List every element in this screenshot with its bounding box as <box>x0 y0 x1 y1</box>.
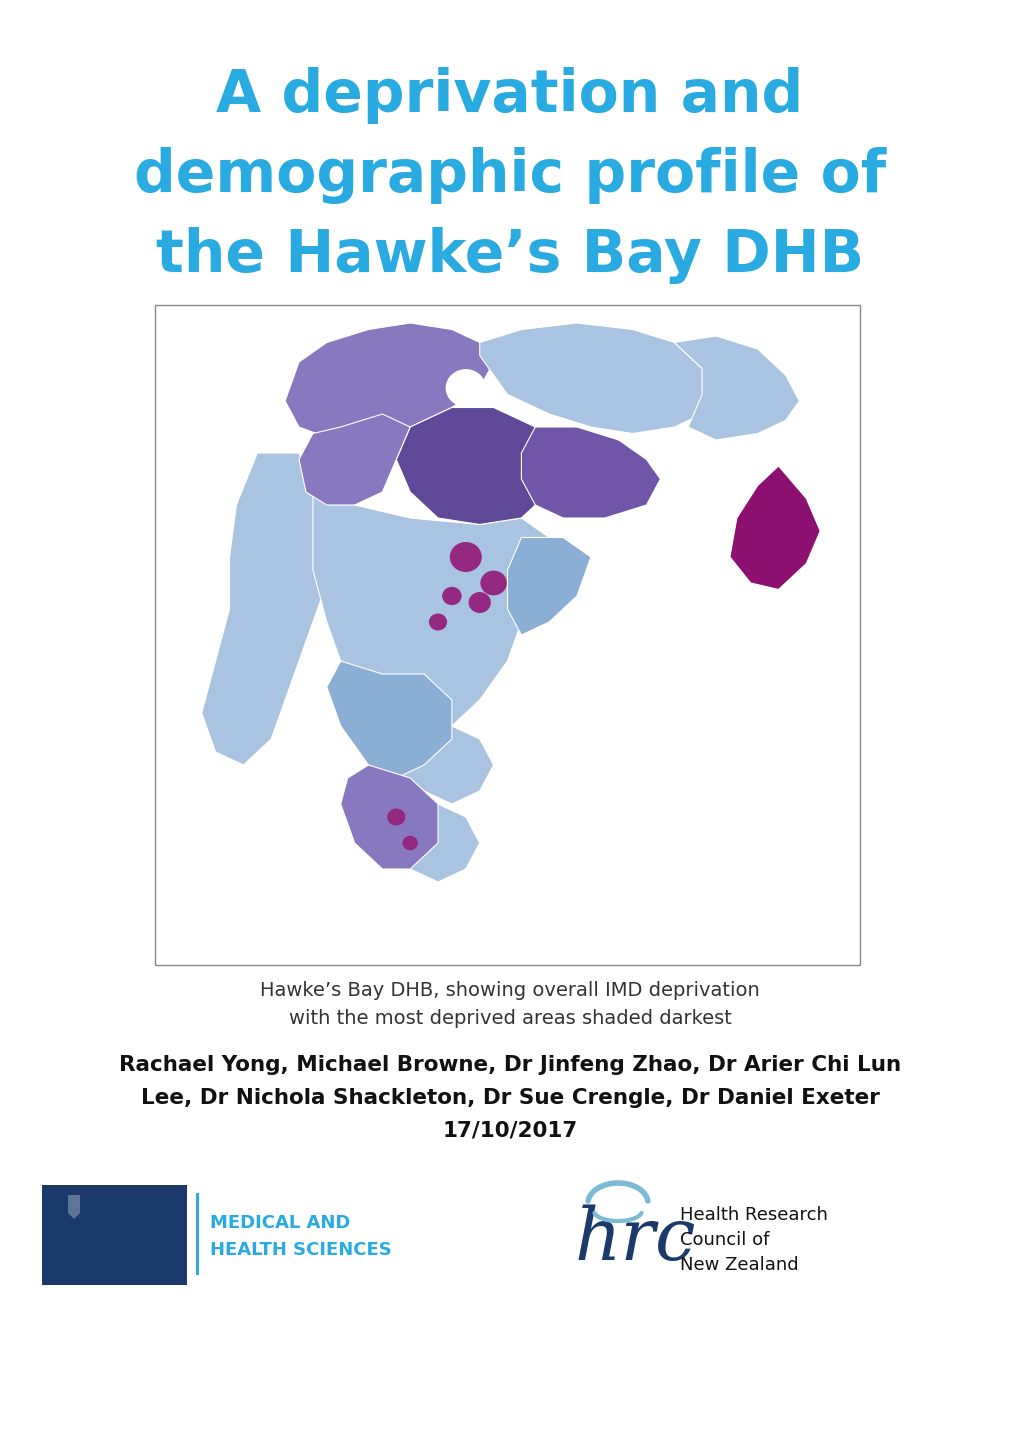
Polygon shape <box>410 805 479 883</box>
Text: NEW ZEALAND: NEW ZEALAND <box>88 1255 140 1260</box>
Polygon shape <box>396 408 562 525</box>
Bar <box>42 1185 186 1285</box>
Polygon shape <box>285 323 493 440</box>
Text: Lee, Dr Nichola Shackleton, Dr Sue Crengle, Dr Daniel Exeter: Lee, Dr Nichola Shackleton, Dr Sue Creng… <box>141 1089 878 1107</box>
Polygon shape <box>396 725 493 805</box>
Polygon shape <box>674 336 799 440</box>
Text: Hawke’s Bay DHB, showing overall IMD deprivation: Hawke’s Bay DHB, showing overall IMD dep… <box>260 981 759 999</box>
Polygon shape <box>730 466 819 590</box>
Polygon shape <box>202 453 326 766</box>
Polygon shape <box>299 414 410 505</box>
Text: New Zealand: New Zealand <box>680 1256 798 1273</box>
Polygon shape <box>68 1195 79 1218</box>
Circle shape <box>469 593 490 613</box>
Text: with the most deprived areas shaded darkest: with the most deprived areas shaded dark… <box>288 1008 731 1028</box>
Polygon shape <box>521 427 659 518</box>
Circle shape <box>387 809 405 825</box>
Circle shape <box>442 587 461 604</box>
Polygon shape <box>326 660 451 779</box>
Text: A deprivation and: A deprivation and <box>216 66 803 124</box>
Polygon shape <box>313 492 548 738</box>
Circle shape <box>429 614 446 630</box>
Text: THE UNIVERSITY OF: THE UNIVERSITY OF <box>71 1203 157 1211</box>
Text: HEALTH SCIENCES: HEALTH SCIENCES <box>210 1242 391 1259</box>
Text: 17/10/2017: 17/10/2017 <box>442 1120 577 1141</box>
Text: demographic profile of: demographic profile of <box>133 147 886 203</box>
Text: AUCKLAND: AUCKLAND <box>75 1218 152 1231</box>
Polygon shape <box>340 766 437 870</box>
Text: hrc: hrc <box>575 1204 696 1275</box>
Circle shape <box>450 542 481 571</box>
Polygon shape <box>479 323 715 434</box>
Bar <box>196 1193 199 1275</box>
Text: Rachael Yong, Michael Browne, Dr Jinfeng Zhao, Dr Arier Chi Lun: Rachael Yong, Michael Browne, Dr Jinfeng… <box>119 1056 900 1074</box>
Circle shape <box>481 571 505 594</box>
Text: Council of: Council of <box>680 1231 768 1249</box>
Polygon shape <box>507 538 590 634</box>
Text: Health Research: Health Research <box>680 1206 827 1224</box>
Text: MEDICAL AND: MEDICAL AND <box>210 1214 351 1231</box>
Text: the Hawke’s Bay DHB: the Hawke’s Bay DHB <box>156 226 863 284</box>
Text: Te Whare Wānanga o Tāmaki Makaurau: Te Whare Wānanga o Tāmaki Makaurau <box>51 1240 176 1244</box>
Bar <box>155 306 859 965</box>
Circle shape <box>403 836 417 849</box>
Circle shape <box>446 369 485 407</box>
